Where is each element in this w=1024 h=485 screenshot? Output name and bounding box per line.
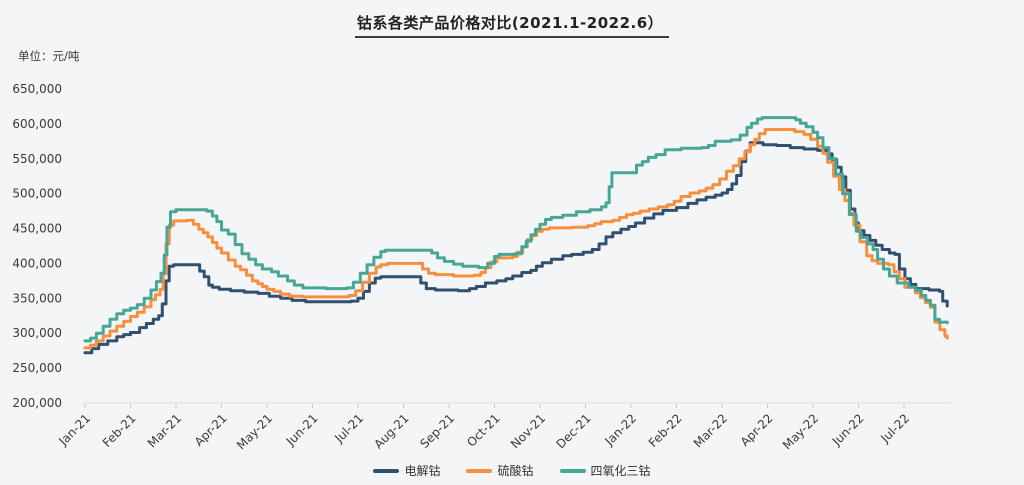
svg-text:450,000: 450,000 — [12, 222, 62, 236]
legend: 电解钴 硫酸钴 四氧化三钴 — [0, 462, 1024, 479]
svg-text:Aug-21: Aug-21 — [371, 411, 411, 451]
svg-text:Apr-21: Apr-21 — [192, 411, 230, 449]
svg-text:May-21: May-21 — [234, 411, 275, 452]
svg-text:Jun-21: Jun-21 — [283, 411, 321, 449]
svg-text:Jun-22: Jun-22 — [829, 411, 867, 449]
legend-line-icon — [559, 468, 586, 473]
legend-label: 电解钴 — [404, 464, 441, 478]
legend-item-electrolytic-cobalt: 电解钴 — [373, 462, 440, 479]
unit-label: 单位：元/吨 — [18, 49, 80, 63]
svg-text:Jan-21: Jan-21 — [56, 411, 94, 449]
svg-text:550,000: 550,000 — [12, 152, 62, 166]
svg-text:Feb-22: Feb-22 — [646, 411, 685, 450]
legend-label: 硫酸钴 — [497, 464, 534, 478]
svg-text:Mar-22: Mar-22 — [691, 411, 730, 450]
legend-line-icon — [373, 468, 400, 473]
legend-item-cobalt-sulfate: 硫酸钴 — [466, 462, 534, 479]
svg-text:May-22: May-22 — [780, 411, 821, 452]
svg-text:Dec-21: Dec-21 — [553, 411, 593, 451]
svg-text:Nov-21: Nov-21 — [508, 411, 548, 451]
chart-title: 钴系各类产品价格对比(2021.1-2022.6） — [0, 12, 1024, 38]
legend-label: 四氧化三钴 — [590, 464, 651, 478]
svg-text:Feb-21: Feb-21 — [100, 411, 139, 450]
svg-text:Jul-21: Jul-21 — [331, 411, 366, 446]
svg-text:Jul-22: Jul-22 — [877, 411, 912, 446]
svg-text:200,000: 200,000 — [12, 396, 62, 410]
svg-text:350,000: 350,000 — [12, 291, 62, 305]
svg-text:600,000: 600,000 — [12, 117, 62, 131]
legend-item-cobalt-tetroxide: 四氧化三钴 — [559, 462, 651, 479]
svg-text:650,000: 650,000 — [12, 82, 62, 96]
svg-text:Sep-21: Sep-21 — [417, 411, 457, 451]
svg-text:Oct-21: Oct-21 — [464, 411, 502, 449]
svg-text:300,000: 300,000 — [12, 326, 62, 340]
svg-text:250,000: 250,000 — [12, 361, 62, 375]
svg-text:Jan-22: Jan-22 — [602, 411, 640, 449]
legend-line-icon — [466, 468, 493, 473]
svg-text:Apr-22: Apr-22 — [738, 411, 776, 449]
svg-text:Mar-21: Mar-21 — [145, 411, 184, 450]
svg-text:400,000: 400,000 — [12, 256, 62, 270]
svg-text:500,000: 500,000 — [12, 187, 62, 201]
